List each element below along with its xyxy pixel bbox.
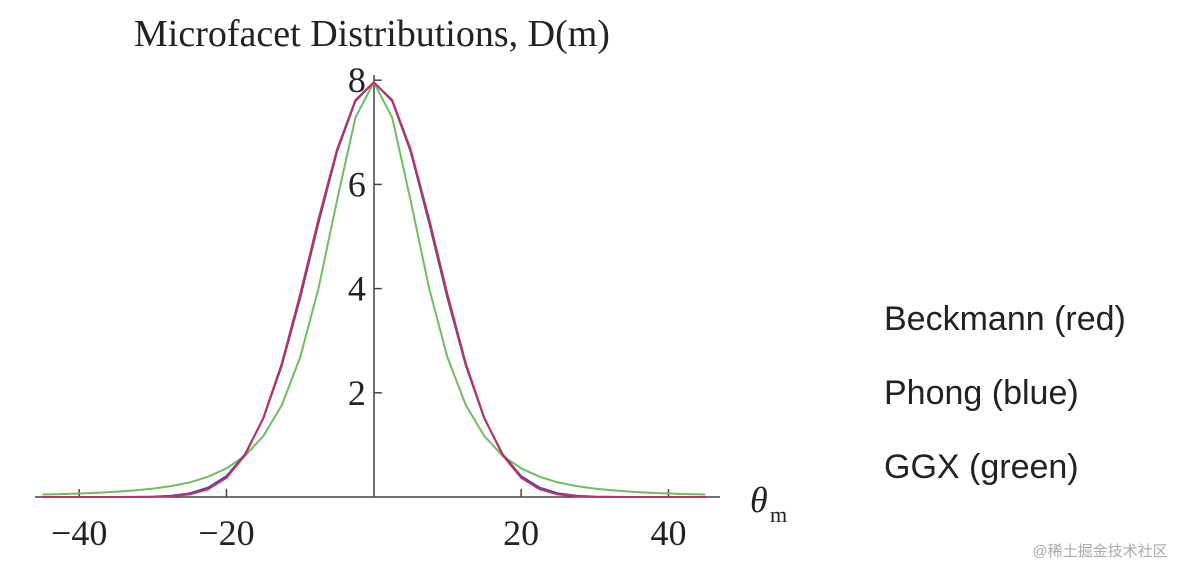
line-series <box>42 80 706 498</box>
y-tick-label: 8 <box>348 60 366 100</box>
legend-label: Phong (blue) <box>884 374 1079 412</box>
legend-label: Beckmann (red) <box>884 300 1126 338</box>
y-tick-label: 2 <box>348 373 366 413</box>
legend-label: GGX (green) <box>884 448 1079 486</box>
x-tick-label: −40 <box>51 513 107 553</box>
x-axis-label: θ <box>750 480 768 520</box>
y-tick-label: 4 <box>348 269 366 309</box>
chart-title: Microfacet Distributions, D(m) <box>134 13 610 55</box>
x-tick-label: 40 <box>650 513 686 553</box>
x-tick-label: −20 <box>198 513 254 553</box>
x-tick-label: 20 <box>503 513 539 553</box>
x-axis-label-sub: m <box>770 502 787 527</box>
watermark: @稀土掘金技术社区 <box>1032 543 1167 560</box>
y-tick-label: 6 <box>348 164 366 204</box>
